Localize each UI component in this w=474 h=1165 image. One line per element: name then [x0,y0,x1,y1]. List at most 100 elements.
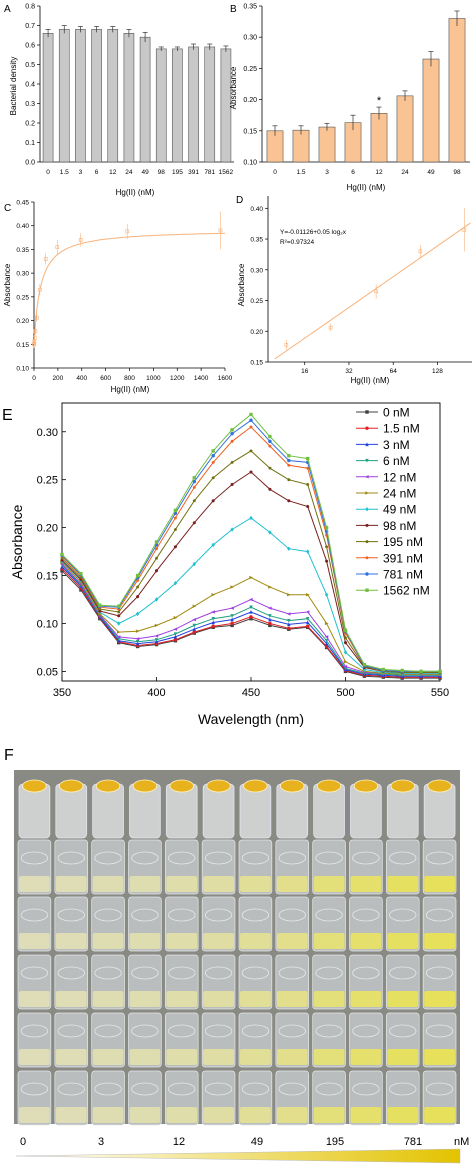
tube-highlight [241,908,270,922]
e-y-tick-label: 0.25 [37,475,58,487]
tube-liquid [166,1107,198,1123]
tube-highlight [57,1082,85,1096]
tube-highlight [278,1082,306,1096]
e-data-marker [154,540,159,544]
b-y-tick-label: 0.35 [243,4,257,11]
e-data-marker [154,634,159,638]
b-bar [318,126,336,163]
e-data-marker [306,620,310,625]
e-data-marker [249,449,253,453]
e-data-marker [136,594,140,599]
tube-highlight [204,1082,233,1096]
tube-liquid [313,1049,345,1065]
e-x-tick-label: 500 [336,687,354,699]
a-x-tick-label: 49 [141,169,149,176]
tube-liquid [92,1049,124,1065]
tube-liquid [19,1107,50,1123]
sample-droplet [280,779,305,793]
e-data-marker [324,635,329,639]
tube-liquid [424,933,455,949]
tube-highlight [352,1024,380,1038]
b-bar-group: * [266,10,466,163]
c-data-point [125,229,130,234]
e-data-marker [324,592,329,597]
b-y-tick-label: 0.25 [243,66,257,73]
panel-f-photo-grid: F 0 3 12 49 195 781 nM [4,747,469,1164]
tube-highlight [315,1082,343,1096]
e-data-marker [268,439,272,444]
a-y-tick-label: 0.5 [25,62,35,69]
tube-liquid [313,933,345,949]
tube-liquid [387,933,419,949]
e-data-marker [324,639,329,643]
d-plot-group [274,208,471,360]
e-data-marker [230,617,234,622]
b-bar [396,95,414,163]
tube-highlight [57,966,85,980]
e-data-marker [249,515,253,521]
a-bar [188,46,199,163]
tube-liquid [129,1049,161,1065]
tube-liquid [276,1049,308,1065]
sample-droplet [22,779,47,793]
c-y-tick-label: 0.40 [16,223,29,230]
e-data-marker [135,573,140,578]
e-data-marker [287,593,291,597]
e-data-marker [306,549,310,554]
b-bar [448,18,466,163]
e-legend-label: 0 nM [383,406,410,420]
e-data-marker [249,605,253,610]
tube-liquid [313,991,345,1007]
e-data-marker [173,516,178,520]
tube-liquid [55,1107,87,1123]
e-data-marker [211,454,215,458]
tube-liquid [92,991,124,1007]
concentration-labels: 0 3 12 49 195 781 [20,1136,422,1148]
tube-highlight [389,851,417,865]
b-x-tick-label: 49 [427,169,435,176]
e-legend-label: 195 nM [383,535,423,549]
tube-highlight [315,908,343,922]
e-legend-marker [365,572,369,576]
c-data-point [33,329,38,333]
sample-droplet [243,779,268,793]
panel-d-label: D [236,195,243,206]
e-data-marker [267,606,272,610]
e-legend-marker [365,588,369,592]
e-data-marker [268,444,272,448]
d-x-tick-label: 128 [432,368,443,375]
tube-liquid [276,991,308,1007]
tube-highlight [241,1082,270,1096]
concentration-gradient-wedge [15,1148,461,1164]
tube-highlight [94,1082,122,1096]
d-y-tick-label: 0.20 [250,329,263,336]
panel-e-spectra-chart: E 0.05 0.10 0.15 0.20 0.25 0.30 350 400 450 500 55… [2,402,450,727]
a-tick-group: 0.0 0.1 0.2 0.3 0.4 0.5 0.6 0.7 0.8 0 1.5 3 6 12 24 49 9… [25,4,233,177]
e-data-marker [173,632,178,637]
b-bar [422,58,440,163]
c-x-tick-label: 800 [124,375,135,382]
e-tick-group: 0.05 0.10 0.15 0.20 0.25 0.30 350 400 450 500 550 [37,427,450,699]
d-x-tick-label: 16 [301,368,309,375]
d-data-point [284,342,289,347]
panel-b-absorbance-bar-chart: B 0.10 0.15 0.20 0.25 0.30 0.35 0 1.5 3 6 12 24 49 98… [229,4,470,192]
b-y-tick-label: 0.10 [243,160,257,167]
tube-liquid [387,1049,419,1065]
c-data-point [43,257,48,261]
e-data-marker [343,636,348,640]
b-x-tick-label: 12 [375,169,383,176]
a-x-tick-label: 391 [188,169,199,176]
tube-liquid [166,933,198,949]
e-data-marker [362,667,367,672]
e-data-marker [287,626,291,630]
c-x-tick-label: 1600 [218,375,233,382]
e-legend-marker [365,458,369,463]
tube-highlight [168,851,196,865]
a-bar [42,32,54,163]
c-y-axis-title: Absorbance [3,263,12,306]
tube-highlight [57,851,85,865]
tube-liquid [19,1049,50,1065]
a-x-tick-label: 195 [172,169,183,176]
e-data-marker [230,623,234,628]
concentration-unit: nM [454,1136,469,1148]
